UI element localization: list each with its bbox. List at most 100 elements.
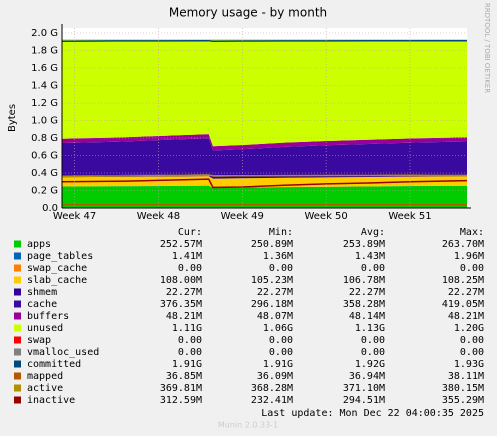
legend-stat: 369.81M: [160, 383, 202, 394]
legend-stat: 1.20G: [454, 323, 484, 334]
legend-stat: 312.59M: [160, 395, 202, 406]
legend-stat: 1.43M: [355, 251, 385, 262]
legend-swatch: [14, 312, 21, 320]
legend-stat: 380.15M: [442, 383, 484, 394]
version: Munin 2.0.33-1: [218, 421, 278, 430]
legend-label: slab_cache: [27, 275, 87, 286]
area: [62, 176, 467, 188]
legend-swatch: [14, 264, 21, 272]
legend-label: unused: [27, 323, 63, 334]
legend-stat: 36.09M: [257, 371, 293, 382]
y-tick-label: 0.0: [42, 203, 58, 214]
area: [62, 134, 467, 151]
line: [61, 178, 468, 189]
legend-stat: 0.00: [361, 263, 385, 274]
legend-label: swap: [27, 335, 51, 346]
legend-stat: 0.00: [178, 347, 202, 358]
legend-stat: 48.21M: [448, 311, 484, 322]
legend-stat: 371.10M: [343, 383, 385, 394]
line: [61, 39, 467, 43]
legend-stat: 0.00: [269, 263, 293, 274]
legend-stat: 22.27M: [257, 287, 293, 298]
legend-stat: 232.41M: [251, 395, 293, 406]
area: [62, 138, 467, 177]
legend-stat: 1.13G: [355, 323, 385, 334]
legend-header: Min:: [269, 227, 293, 238]
legend-stat: 1.96M: [454, 251, 484, 262]
legend-swatch: [14, 360, 21, 368]
legend-stat: 108.00M: [160, 275, 202, 286]
legend-stat: 0.00: [361, 347, 385, 358]
legend-stat: 1.91G: [263, 359, 293, 370]
y-tick-label: 1.6 G: [31, 63, 58, 74]
legend-stat: 38.11M: [448, 371, 484, 382]
legend-header: Avg:: [361, 227, 385, 238]
legend-stat: 22.27M: [448, 287, 484, 298]
legend-stat: 253.89M: [343, 239, 385, 250]
legend-stat: 0.00: [460, 263, 484, 274]
x-tick-label: Week 47: [53, 211, 96, 222]
legend-swatch: [14, 372, 21, 380]
legend-stat: 250.89M: [251, 239, 293, 250]
area: [62, 185, 467, 208]
legend-stat: 294.51M: [343, 395, 385, 406]
y-axis-label: Bytes: [7, 104, 18, 132]
legend-stat: 263.70M: [442, 239, 484, 250]
legend-stat: 48.14M: [349, 311, 385, 322]
y-tick-label: 0.4 G: [31, 168, 58, 179]
legend-stat: 296.18M: [251, 299, 293, 310]
legend-label: page_tables: [27, 251, 93, 262]
legend-swatch: [14, 396, 21, 404]
legend-stat: 108.25M: [442, 275, 484, 286]
legend-stat: 22.27M: [349, 287, 385, 298]
legend-stat: 1.92G: [355, 359, 385, 370]
x-tick-label: Week 48: [137, 211, 180, 222]
legend-stat: 36.85M: [166, 371, 202, 382]
legend-stat: 355.29M: [442, 395, 484, 406]
legend-stat: 105.23M: [251, 275, 293, 286]
x-tick-label: Week 51: [388, 211, 431, 222]
legend-label: shmem: [27, 287, 57, 298]
legend-label: committed: [27, 359, 81, 370]
legend-swatch: [14, 348, 21, 356]
y-tick-label: 0.6 G: [31, 150, 58, 161]
legend-swatch: [14, 336, 21, 344]
legend-label: buffers: [27, 311, 69, 322]
legend-stat: 1.93G: [454, 359, 484, 370]
legend-swatch: [14, 252, 21, 260]
legend-stat: 419.05M: [442, 299, 484, 310]
legend-swatch: [14, 300, 21, 308]
legend-stat: 1.11G: [172, 323, 202, 334]
legend-stat: 1.41M: [172, 251, 202, 262]
legend-swatch: [14, 276, 21, 284]
legend-stat: 36.94M: [349, 371, 385, 382]
legend-stat: 1.36M: [263, 251, 293, 262]
legend-stat: 22.27M: [166, 287, 202, 298]
legend-label: cache: [27, 299, 57, 310]
legend-stat: 1.06G: [263, 323, 293, 334]
chart-title: Memory usage - by month: [169, 6, 327, 20]
legend-label: vmalloc_used: [27, 347, 99, 358]
legend-swatch: [14, 324, 21, 332]
legend-swatch: [14, 384, 21, 392]
legend-swatch: [14, 240, 21, 248]
legend-stat: 252.57M: [160, 239, 202, 250]
legend-stat: 0.00: [178, 263, 202, 274]
legend-stat: 358.28M: [343, 299, 385, 310]
legend-label: active: [27, 383, 63, 394]
y-tick-label: 0.8 G: [31, 133, 58, 144]
legend-stat: 48.07M: [257, 311, 293, 322]
legend-label: mapped: [27, 371, 63, 382]
legend-label: swap_cache: [27, 263, 87, 274]
y-tick-label: 2.0 G: [31, 28, 58, 39]
legend-stat: 0.00: [178, 335, 202, 346]
legend-stat: 0.00: [460, 335, 484, 346]
legend-stat: 106.78M: [343, 275, 385, 286]
x-tick-label: Week 49: [221, 211, 264, 222]
legend-stat: 368.28M: [251, 383, 293, 394]
legend-stat: 0.00: [269, 347, 293, 358]
legend-swatch: [14, 288, 21, 296]
y-tick-label: 1.0 G: [31, 115, 58, 126]
